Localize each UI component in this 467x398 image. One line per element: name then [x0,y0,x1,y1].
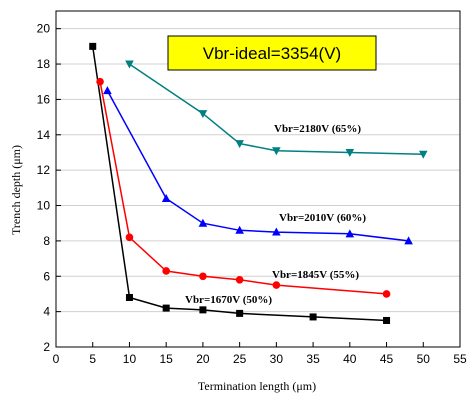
x-tick-label: 25 [233,352,247,366]
data-point [383,316,391,324]
data-point [418,150,428,159]
series-0 [89,42,391,324]
y-tick-label: 10 [37,199,51,213]
data-point [272,227,281,236]
series-label-1670v: Vbr=1670V (50%) [185,294,272,306]
series-line [99,81,387,295]
data-point [161,193,171,202]
data-point [96,77,104,86]
ideal-vbr-callout: Vbr-ideal=3354(V) [167,35,377,71]
series-layer [89,42,428,324]
data-point [162,267,170,275]
y-tick-label: 14 [37,128,51,142]
y-tick-label: 6 [43,269,50,283]
data-point [272,147,281,156]
data-point [125,293,133,301]
series-2 [103,86,413,245]
x-tick-label: 20 [196,352,210,366]
axes: 2 4 6 8 10 12 14 16 18 20 0 5 10 15 20 25 30 35 40 45 50 55 [37,22,467,366]
series-label-2010v: Vbr=2010V (60%) [279,212,366,224]
x-tick-label: 10 [123,352,137,366]
callout-box [167,35,377,71]
x-tick-label: 35 [306,352,320,366]
y-tick-label: 16 [37,92,51,106]
y-tick-label: 8 [43,234,50,248]
data-point [382,290,391,298]
x-axis-title: Termination length (μm) [198,379,316,393]
data-point [125,233,134,242]
data-point [309,313,317,321]
data-point [198,110,208,119]
plot-frame [55,10,461,348]
x-tick-label: 5 [89,352,96,366]
data-point [89,42,97,50]
data-point [125,60,134,69]
y-tick-label: 12 [37,163,51,177]
x-tick-label: 30 [270,352,284,366]
data-point [199,272,207,281]
x-tick-label: 0 [53,352,60,366]
data-point [272,281,281,289]
y-axis-title: Trench depth (μm) [9,145,23,235]
data-point [235,225,244,234]
series-label-1845v: Vbr=1845V (55%) [272,269,359,281]
y-tick-label: 20 [37,22,51,36]
y-tick-label: 18 [37,57,51,71]
data-point [162,304,170,312]
data-point [235,140,244,149]
data-point [103,86,112,95]
series-labels: Vbr=2180V (65%) Vbr=2010V (60%) Vbr=1845… [185,123,366,306]
series-1 [96,77,391,298]
y-tick-label: 4 [43,305,50,319]
data-point [198,218,208,227]
data-point [345,229,355,238]
data-point [199,306,207,314]
data-point [235,276,244,284]
series-line [129,63,424,155]
series-label-2180v: Vbr=2180V (65%) [274,123,361,135]
x-tick-label: 55 [453,352,467,366]
x-tick-label: 45 [380,352,394,366]
series-3 [125,60,428,159]
data-point [345,148,355,157]
x-tick-label: 15 [160,352,174,366]
data-point [404,236,413,245]
callout-text: Vbr-ideal=3354(V) [203,44,341,63]
x-tick-label: 40 [343,352,357,366]
x-tick-label: 50 [417,352,431,366]
y-tick-label: 2 [43,340,50,354]
data-point [236,309,244,317]
